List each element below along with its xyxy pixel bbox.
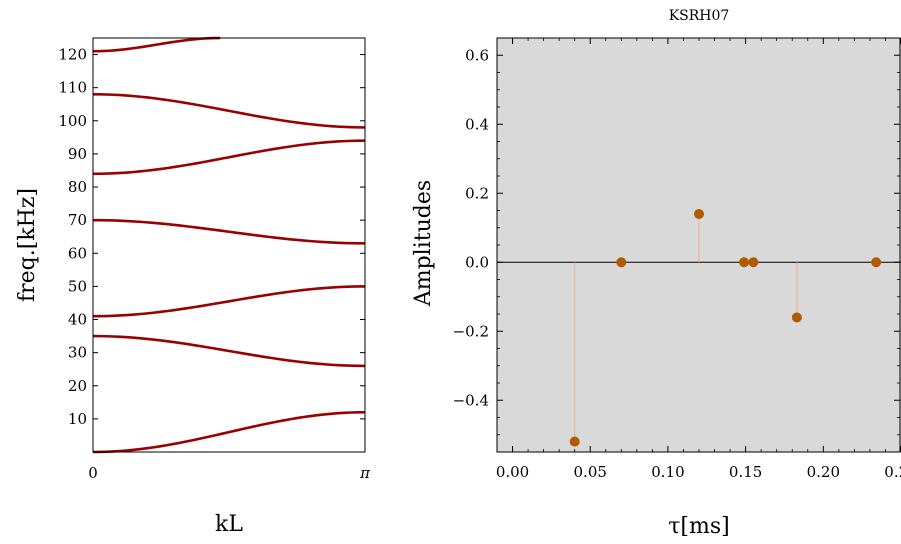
right-x-axis-label: τ[ms]: [668, 514, 730, 539]
amplitude-point: [694, 208, 704, 219]
left-x-tick-label: π: [359, 464, 371, 482]
right-x-tick-label: 0.10: [651, 463, 684, 481]
amplitude-point: [569, 436, 580, 447]
left-y-tick-label: 70: [68, 211, 87, 229]
left-x-tick-label: 0: [88, 464, 98, 482]
left-plot-frame: [92, 37, 366, 453]
left-y-tick-label: 110: [58, 79, 87, 97]
right-x-tick-label: 0.00: [496, 463, 529, 481]
left-y-tick-label: 30: [68, 344, 87, 362]
right-y-tick-label: 0.4: [465, 115, 489, 133]
left-y-axis-label: freq.[kHz]: [15, 188, 40, 302]
amplitude-point: [748, 257, 759, 268]
left-y-tick-label: 90: [68, 145, 87, 163]
amplitude-point: [791, 312, 802, 323]
left-y-tick-label: 50: [68, 277, 87, 295]
band-line: [92, 218, 366, 245]
amplitude-point: [871, 257, 882, 268]
right-y-tick-label: 0.2: [465, 184, 489, 202]
amplitude-points: [569, 208, 882, 447]
left-y-tick-label: 80: [68, 178, 87, 196]
right-plot-frame: [496, 37, 901, 453]
amplitude-point: [739, 257, 750, 268]
right-y-axis-label: Amplitudes: [411, 180, 436, 307]
right-y-tick-label: 0.0: [465, 253, 489, 271]
amplitudes-chart: −0.4 −0.2 0.0 0.2 0.4 0.6 0.00 0.05 0.10 0.15 0.20…: [411, 8, 901, 539]
dispersion-bands: [92, 36, 366, 454]
right-y-tick-label: −0.2: [453, 322, 489, 340]
right-x-tick-label: 0.20: [807, 463, 840, 481]
amplitude-stems: [574, 213, 798, 442]
amplitude-point: [616, 257, 627, 268]
right-x-tick-label: 0.15: [729, 463, 762, 481]
left-x-axis-label: kL: [215, 512, 243, 537]
right-x-tick-label: 0.25: [884, 463, 901, 481]
band-line: [92, 139, 366, 176]
left-y-tick-label: 120: [58, 46, 87, 64]
right-y-tick-label: 0.6: [465, 46, 489, 64]
dispersion-chart: 10 20 30 40 50 60 70 80 90 100 110 120 0 π kL freq.[k…: [15, 36, 371, 537]
band-line: [92, 36, 221, 53]
band-line: [92, 334, 366, 368]
left-y-tick-label: 100: [58, 112, 87, 130]
left-y-tick-label: 60: [68, 244, 87, 262]
left-y-tick-label: 10: [68, 410, 87, 428]
right-x-tick-label: 0.05: [574, 463, 607, 481]
left-y-tick-label: 20: [68, 377, 87, 395]
band-line: [92, 93, 366, 129]
right-y-tick-label: −0.4: [453, 391, 489, 409]
right-chart-title: KSRH07: [669, 8, 730, 24]
band-line: [92, 410, 366, 454]
left-y-tick-label: 40: [68, 311, 87, 329]
band-line: [92, 285, 366, 318]
